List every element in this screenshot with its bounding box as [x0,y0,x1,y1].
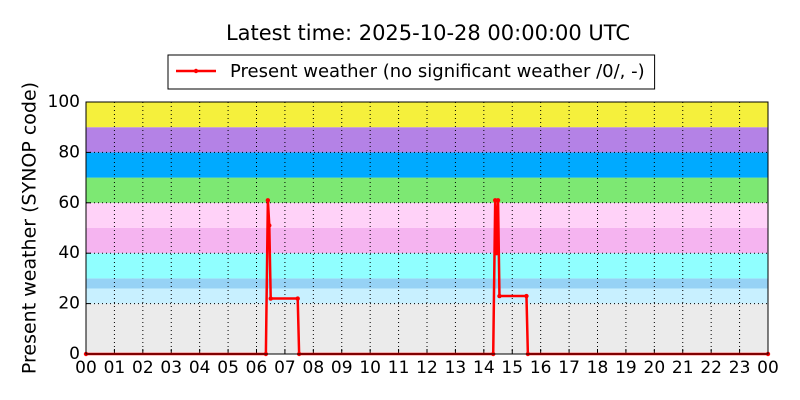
y-axis-label: Present weather (SYNOP code) [19,82,41,374]
plot-frame [85,101,769,355]
x-tick-label: 12 [416,358,438,378]
data-point [495,198,501,203]
data-point [268,296,273,301]
x-tick-label: 08 [303,358,325,378]
y-tick-label: 60 [58,193,80,213]
x-tick-label: 00 [757,358,779,378]
x-tick-label: 02 [132,358,154,378]
x-tick-label: 15 [501,358,523,378]
x-tick-label: 10 [359,358,381,378]
legend-marker [193,68,199,74]
x-tick-label: 23 [729,358,751,378]
data-point [295,296,300,301]
color-band [86,303,768,354]
legend: Present weather (no significant weather … [167,54,656,90]
legend-box [167,54,656,90]
x-tick-label: 16 [530,358,552,378]
y-tick-label: 40 [58,243,80,263]
y-tick-label: 100 [48,92,80,112]
color-band [86,228,768,254]
legend-label: Present weather (no significant weather … [230,61,645,82]
color-band [86,152,768,178]
x-tick-label: 22 [700,358,722,378]
x-tick-label: 09 [331,358,353,378]
x-tick-label: 18 [587,358,609,378]
data-point [524,293,529,299]
color-band [86,127,768,153]
x-tick-label: 06 [246,358,268,378]
y-tick-label: 20 [58,294,80,314]
x-tick-label: 03 [160,358,182,378]
color-band [86,288,768,304]
color-band [86,278,768,289]
data-point [267,223,272,228]
chart-title: Latest time: 2025-10-28 00:00:00 UTC [226,21,630,45]
x-tick-label: 05 [217,358,239,378]
x-tick-label: 01 [104,358,126,378]
x-tick-label: 21 [672,358,694,378]
x-tick-label: 04 [189,358,211,378]
x-tick-label: 17 [558,358,580,378]
x-tick-label: 19 [615,358,637,378]
data-point [265,198,271,203]
x-tick-label: 00 [75,358,97,378]
x-tick-label: 14 [473,358,495,378]
x-tick-label: 07 [274,358,296,378]
data-point [497,293,502,299]
y-tick-label: 80 [58,142,80,162]
x-tick-label: 20 [644,358,666,378]
y-tick-label: 0 [69,344,80,364]
x-tick-label: 11 [388,358,410,378]
data-point [494,251,499,256]
x-tick-label: 13 [445,358,467,378]
